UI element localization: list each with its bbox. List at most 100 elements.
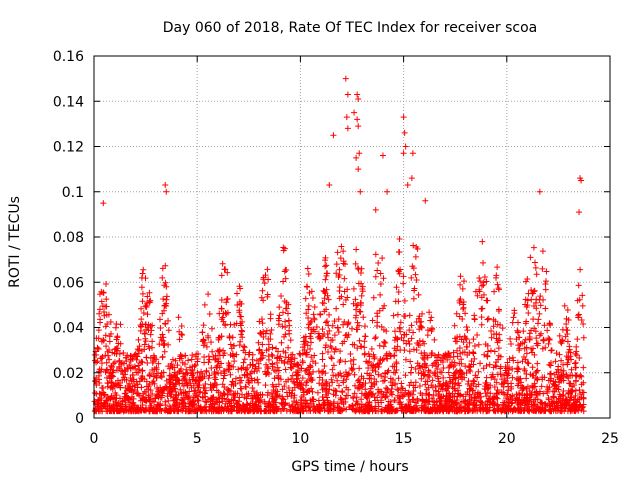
- roti-point: [477, 407, 484, 414]
- roti-point: [550, 393, 557, 400]
- roti-point: [332, 372, 339, 379]
- roti-point: [122, 390, 129, 397]
- roti-point: [422, 390, 429, 397]
- roti-point: [260, 297, 267, 304]
- roti-point: [333, 261, 340, 268]
- roti-point: [317, 311, 324, 318]
- roti-point: [393, 407, 400, 414]
- tick-labels: 0 5 10 15 20 25 0 0.02 0.04 0.06 0.08 0.1 0.12 0.14 0.…: [53, 49, 619, 447]
- roti-point: [113, 405, 120, 412]
- roti-point: [514, 396, 521, 403]
- roti-point: [442, 398, 449, 405]
- roti-point: [574, 297, 581, 304]
- roti-point: [330, 372, 337, 379]
- roti-point: [269, 381, 276, 388]
- roti-point: [406, 348, 413, 355]
- roti-point: [138, 305, 145, 312]
- roti-point: [372, 251, 379, 258]
- roti-point: [487, 347, 494, 354]
- y-tick-label: 0.04: [53, 321, 84, 337]
- roti-point: [269, 344, 276, 351]
- roti-point: [192, 377, 199, 384]
- roti-point: [342, 358, 349, 365]
- roti-point: [231, 353, 238, 360]
- roti-point: [260, 333, 267, 340]
- roti-point: [230, 363, 237, 370]
- roti-point: [421, 406, 428, 413]
- roti-point: [558, 367, 565, 374]
- roti-point: [159, 265, 166, 272]
- roti-point: [221, 384, 228, 391]
- roti-point: [523, 375, 530, 382]
- roti-point: [138, 406, 145, 413]
- roti-point: [281, 401, 288, 408]
- roti-point: [187, 407, 194, 414]
- roti-point: [108, 372, 115, 379]
- roti-point: [128, 399, 135, 406]
- roti-point: [357, 308, 364, 315]
- roti-point: [525, 401, 532, 408]
- roti-point: [291, 392, 298, 399]
- roti-point: [484, 353, 491, 360]
- roti-point: [199, 329, 206, 336]
- roti-point: [322, 257, 329, 264]
- roti-point: [570, 396, 577, 403]
- roti-point: [514, 365, 521, 372]
- roti-point: [496, 337, 503, 344]
- roti-point: [456, 382, 463, 389]
- roti-point: [336, 266, 343, 273]
- roti-point: [451, 385, 458, 392]
- roti-point: [491, 288, 498, 295]
- roti-point: [580, 379, 587, 386]
- roti-point: [384, 387, 391, 394]
- roti-point: [485, 397, 492, 404]
- roti-point: [309, 358, 316, 365]
- roti-outlier-point: [578, 177, 585, 184]
- roti-point: [335, 382, 342, 389]
- roti-point: [526, 388, 533, 395]
- roti-point: [485, 407, 492, 414]
- roti-point: [129, 383, 136, 390]
- roti-point: [452, 408, 459, 415]
- roti-point: [329, 379, 336, 386]
- roti-point: [354, 401, 361, 408]
- roti-point: [318, 368, 325, 375]
- roti-point: [464, 400, 471, 407]
- roti-point: [459, 316, 466, 323]
- roti-point: [283, 407, 290, 414]
- roti-point: [357, 343, 364, 350]
- roti-point: [310, 326, 317, 333]
- roti-point: [358, 292, 365, 299]
- roti-point: [284, 310, 291, 317]
- roti-point: [417, 365, 424, 372]
- roti-point: [369, 383, 376, 390]
- roti-point: [397, 399, 404, 406]
- roti-point: [123, 376, 130, 383]
- roti-point: [219, 260, 226, 267]
- roti-point: [490, 364, 497, 371]
- roti-point: [305, 321, 312, 328]
- roti-point: [408, 322, 415, 329]
- roti-point: [112, 346, 119, 353]
- roti-point: [532, 264, 539, 271]
- roti-point: [431, 404, 438, 411]
- roti-point: [216, 346, 223, 353]
- roti-point: [107, 408, 114, 415]
- roti-point: [208, 364, 215, 371]
- roti-point: [559, 407, 566, 414]
- roti-point: [281, 333, 288, 340]
- roti-point: [120, 408, 127, 415]
- roti-point: [95, 335, 102, 342]
- roti-point: [309, 388, 316, 395]
- roti-point: [577, 372, 584, 379]
- roti-point: [410, 388, 417, 395]
- roti-point: [336, 404, 343, 411]
- roti-point: [558, 378, 565, 385]
- roti-point: [304, 342, 311, 349]
- roti-point: [218, 370, 225, 377]
- roti-point: [515, 401, 522, 408]
- roti-point: [239, 318, 246, 325]
- roti-point: [563, 321, 570, 328]
- roti-point: [377, 281, 384, 288]
- roti-point: [528, 296, 535, 303]
